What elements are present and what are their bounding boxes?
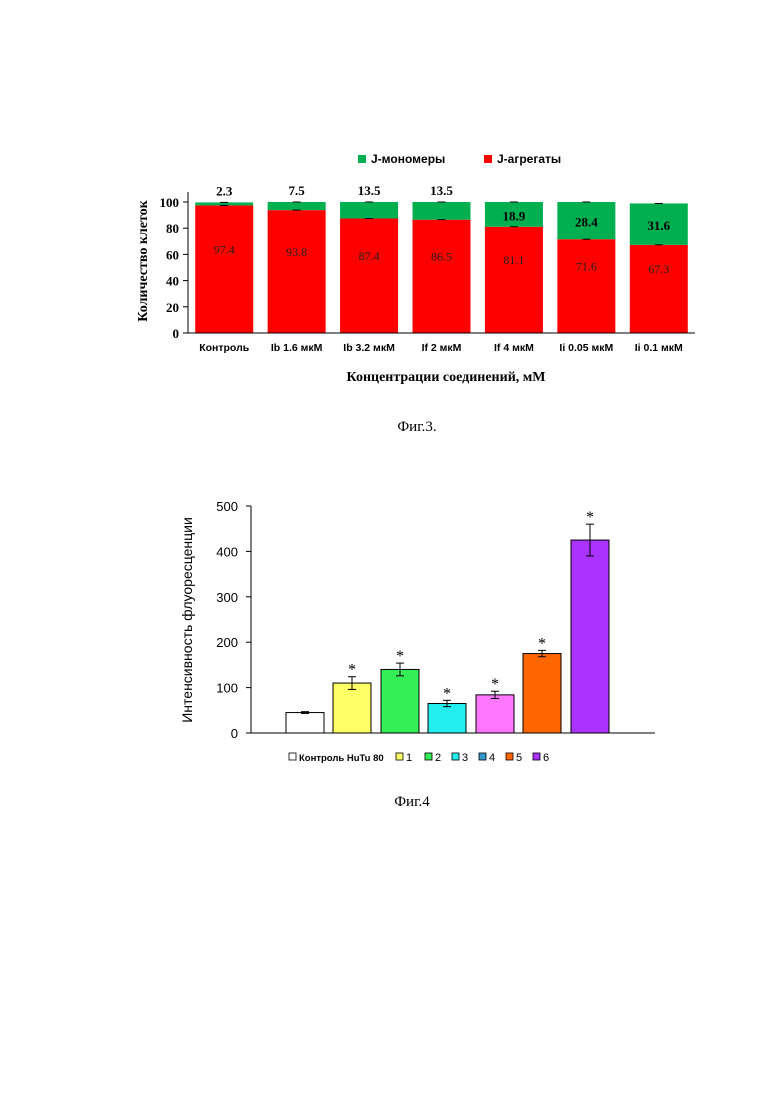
y-tick-label: 400 — [216, 544, 238, 559]
x-tick-label: Ib 1.6 мкМ — [271, 342, 323, 354]
y-tick-label: 0 — [231, 726, 238, 741]
legend-label: 6 — [543, 752, 549, 764]
data-label-monomers: 28.4 — [575, 215, 598, 230]
significance-marker: * — [396, 648, 404, 665]
bar — [333, 683, 371, 733]
bar — [571, 540, 609, 733]
data-label-monomers: 18.9 — [503, 208, 526, 223]
figure-caption: Фиг.3. — [397, 419, 436, 435]
bar-j-aggregates — [268, 210, 326, 333]
data-label-aggregates: 67.3 — [648, 262, 669, 276]
data-label-aggregates: 71.6 — [576, 259, 597, 273]
legend-label: 3 — [462, 752, 468, 764]
legend-label: 1 — [406, 752, 412, 764]
x-tick-label: If 4 мкМ — [494, 342, 534, 354]
legend-swatch — [289, 753, 296, 760]
bar-j-monomers — [413, 202, 471, 220]
significance-marker: * — [443, 685, 451, 702]
y-tick-label: 80 — [166, 221, 179, 236]
data-label-aggregates: 97.4 — [214, 242, 235, 256]
chart-legend: J-мономеры J-агрегаты — [358, 152, 561, 166]
legend-swatch — [533, 753, 540, 760]
bar — [428, 703, 466, 733]
x-tick-label: Ii 0.1 мкМ — [635, 342, 683, 354]
data-label-monomers: 13.5 — [430, 183, 453, 198]
y-tick-label: 300 — [216, 590, 238, 605]
chart-legend: Контроль HuTu 80 1 2 3 4 5 6 — [289, 752, 549, 764]
legend-label: 5 — [516, 752, 522, 764]
bar-j-aggregates — [413, 220, 471, 333]
data-label-aggregates: 86.5 — [431, 250, 452, 264]
bar — [381, 669, 419, 733]
bar-j-aggregates — [630, 245, 688, 333]
y-tick-label: 200 — [216, 635, 238, 650]
y-tick-label: 20 — [166, 300, 179, 315]
x-tick-label: Ib 3.2 мкМ — [343, 342, 395, 354]
legend-label: J-агрегаты — [497, 152, 561, 166]
legend-swatch — [396, 753, 403, 760]
data-label-monomers: 31.6 — [647, 218, 670, 233]
chart-bars: 97.4 2.3 93.8 7.5 87.4 13.5 86.5 13.5 81.1 18.9 71… — [195, 183, 688, 333]
bar-j-aggregates — [485, 227, 543, 333]
data-label-aggregates: 81.1 — [503, 253, 524, 267]
data-label-aggregates: 93.8 — [286, 245, 307, 259]
data-label-monomers: 13.5 — [358, 183, 381, 198]
y-tick-label: 500 — [216, 499, 238, 514]
legend-swatch — [506, 753, 513, 760]
bar-j-monomers — [268, 202, 326, 210]
significance-marker: * — [586, 509, 594, 526]
y-axis-label: Интенсивность флуоресценции — [179, 517, 195, 723]
bar-j-aggregates — [340, 219, 398, 333]
data-label-monomers: 7.5 — [289, 183, 306, 198]
x-tick-label: If 2 мкМ — [422, 342, 462, 354]
significance-marker: * — [348, 662, 356, 679]
legend-label: J-мономеры — [371, 152, 445, 166]
chart-axes: 0 100 200 300 400 500 — [216, 499, 655, 741]
y-tick-label: 100 — [160, 195, 180, 210]
bar-j-aggregates — [195, 205, 253, 333]
bar-j-aggregates — [557, 239, 615, 333]
x-tick-label: Ii 0.05 мкМ — [559, 342, 613, 354]
chart-bars: * * * * * * — [286, 509, 609, 733]
significance-marker: * — [538, 635, 546, 652]
legend-swatch — [358, 155, 366, 163]
x-axis-label: Концентрации соединений, мМ — [346, 370, 545, 385]
figure-caption: Фиг.4 — [394, 794, 430, 810]
bar — [476, 695, 514, 733]
y-tick-label: 60 — [166, 247, 179, 262]
legend-label: 2 — [435, 752, 441, 764]
bar — [286, 713, 324, 733]
data-label-monomers: 2.3 — [216, 183, 233, 198]
legend-label: Контроль HuTu 80 — [299, 753, 384, 764]
bar — [523, 654, 561, 733]
significance-marker: * — [491, 676, 499, 693]
y-tick-label: 40 — [166, 274, 179, 289]
figure-3-chart: J-мономеры J-агрегаты 97.4 2.3 93.8 7.5 87.4 1… — [0, 0, 780, 440]
y-tick-label: 100 — [216, 681, 238, 696]
legend-swatch — [452, 753, 459, 760]
legend-swatch — [479, 753, 486, 760]
y-tick-label: 0 — [173, 326, 180, 341]
y-axis-label: Количество клеток — [136, 199, 151, 321]
legend-swatch — [484, 155, 492, 163]
data-label-aggregates: 87.4 — [359, 249, 380, 263]
legend-label: 4 — [489, 752, 495, 764]
bar-j-monomers — [340, 202, 398, 219]
x-tick-label: Контроль — [199, 342, 250, 354]
legend-swatch — [425, 753, 432, 760]
